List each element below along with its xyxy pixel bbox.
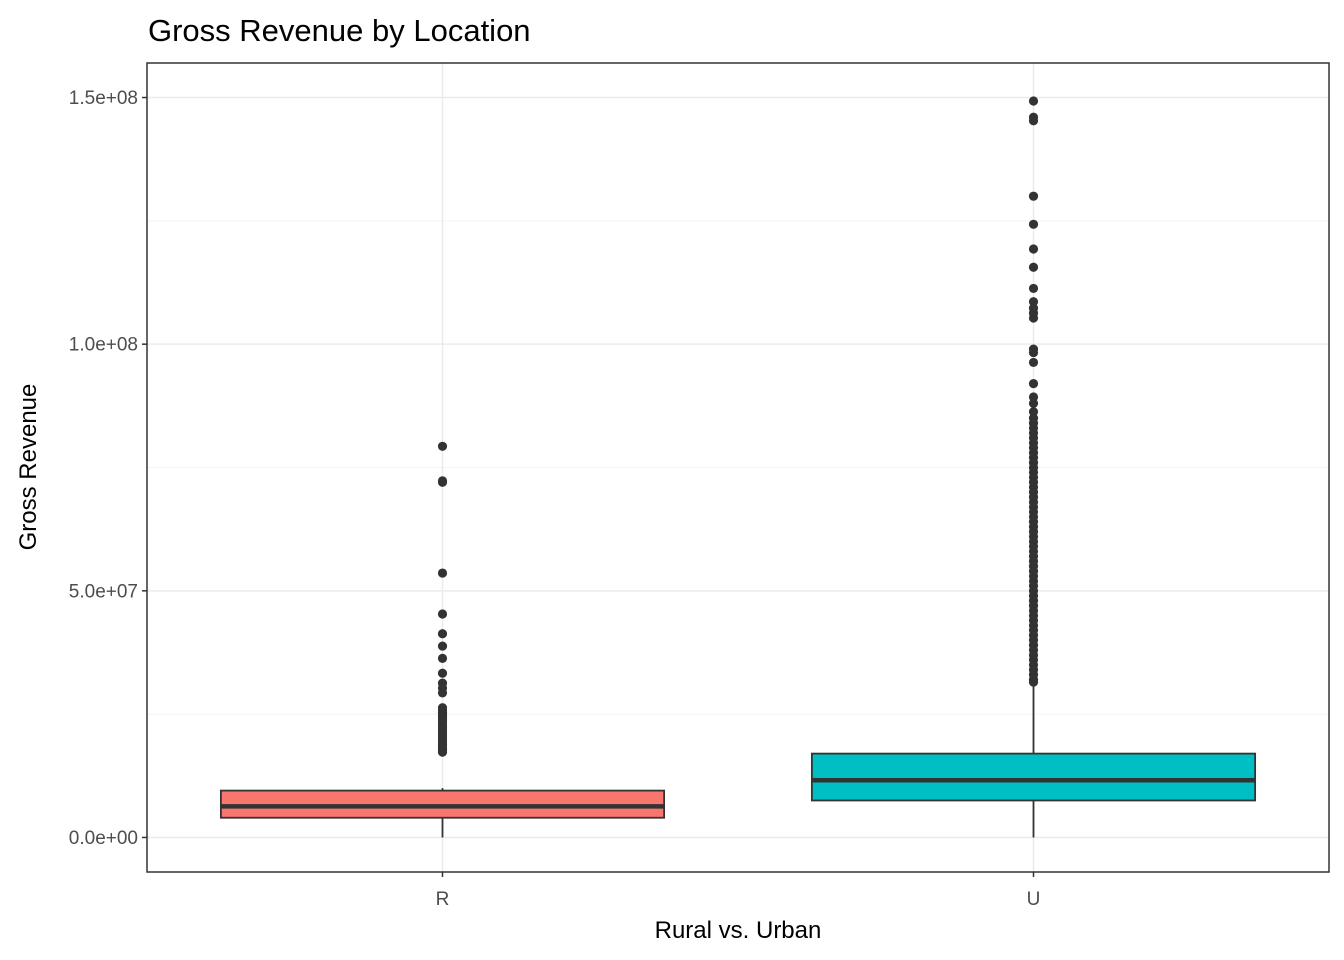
y-axis-title: Gross Revenue	[15, 384, 42, 551]
x-tick-label: R	[436, 889, 450, 910]
outlier-point	[437, 609, 448, 619]
box-layer	[219, 96, 1257, 838]
outlier-point	[437, 688, 448, 698]
outlier-point	[437, 747, 448, 757]
outlier-point	[1028, 219, 1039, 229]
x-tick-label: U	[1027, 889, 1041, 910]
outlier-point	[1028, 407, 1039, 417]
axis-layer: 0.0e+00 5.0e+07 1.0e+08 1.5e+08 R U	[69, 88, 1041, 910]
outlier-point	[1028, 191, 1039, 201]
chart-title: Gross Revenue by Location	[148, 13, 531, 48]
panel-border	[146, 62, 1330, 873]
box-group-r	[219, 441, 666, 838]
outlier-point	[1028, 392, 1039, 402]
outlier-point	[437, 568, 448, 578]
outlier-point	[1028, 297, 1039, 307]
outlier-point	[1028, 398, 1039, 408]
outlier-point	[1028, 379, 1039, 389]
outlier-point	[437, 477, 448, 487]
outlier-point	[1028, 357, 1039, 368]
box-group-u	[810, 96, 1257, 838]
outlier-point	[1028, 283, 1039, 294]
y-tick-label: 1.0e+08	[69, 335, 138, 356]
y-tick-label: 5.0e+07	[69, 581, 138, 602]
box-iqr	[810, 752, 1257, 802]
outlier-point	[1028, 313, 1039, 323]
outlier-point	[437, 629, 448, 639]
outlier-point	[437, 653, 448, 664]
outlier-point	[437, 441, 448, 451]
outlier-point	[1028, 96, 1039, 106]
outlier-point	[437, 641, 448, 651]
x-axis-title: Rural vs. Urban	[655, 917, 822, 944]
outlier-point	[1028, 677, 1039, 687]
outlier-point	[1028, 262, 1039, 272]
y-tick-label: 0.0e+00	[69, 828, 138, 849]
y-tick-label: 1.5e+08	[69, 88, 138, 109]
outlier-point	[1028, 244, 1039, 254]
outlier-point	[1028, 347, 1039, 358]
outlier-point	[1028, 116, 1039, 126]
outlier-point	[437, 668, 448, 678]
grid-layer	[147, 63, 1329, 872]
